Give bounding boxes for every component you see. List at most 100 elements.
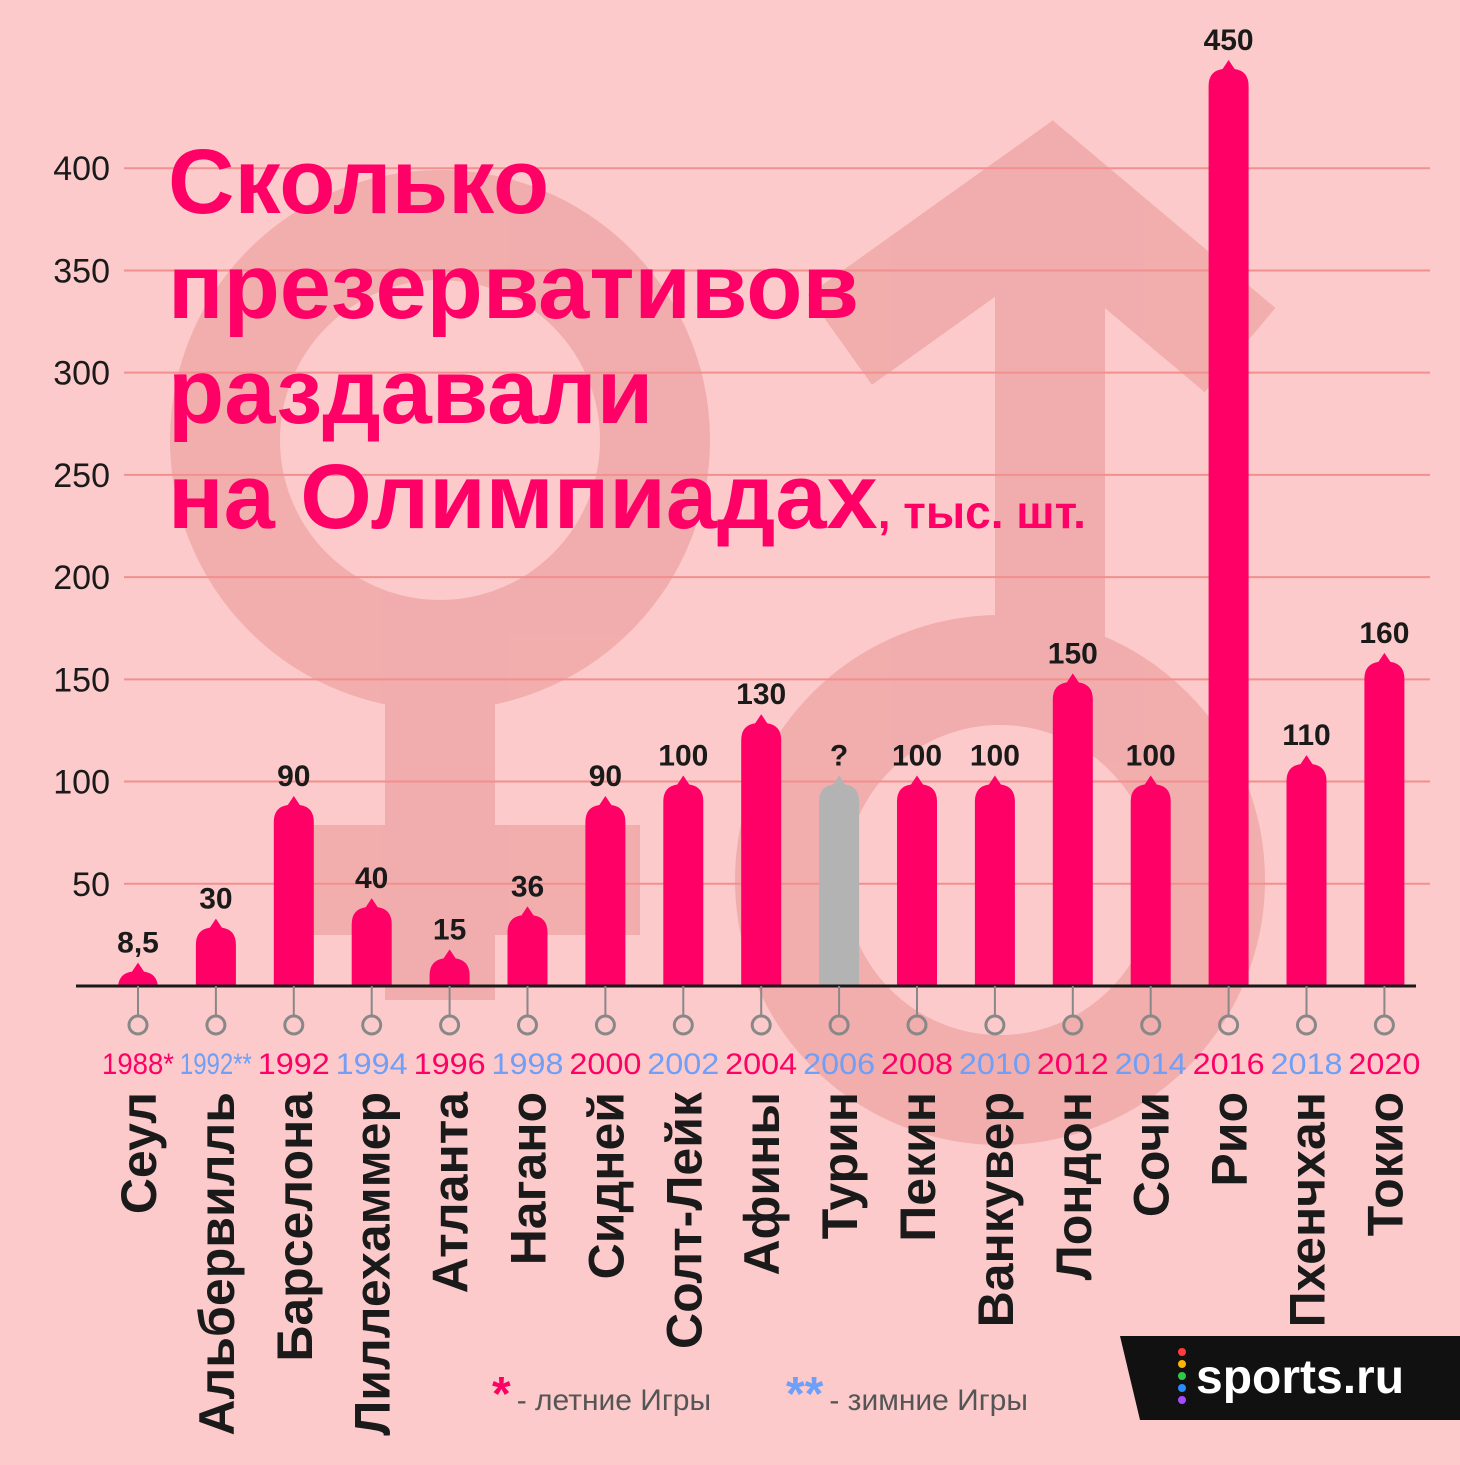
value-label: 8,5 <box>117 927 159 960</box>
city-label: Пекин <box>890 1092 946 1242</box>
city-label: Сеул <box>111 1092 167 1214</box>
year-marker-dot <box>672 1014 694 1036</box>
bar <box>1052 673 1093 986</box>
y-tick-label: 50 <box>72 866 110 904</box>
bars <box>118 60 1405 989</box>
bar <box>585 796 626 986</box>
bar <box>819 775 860 986</box>
year-label: 1998 <box>492 1048 564 1081</box>
year-label: 2002 <box>647 1048 719 1081</box>
year-marker-dot <box>361 1014 383 1036</box>
city-label: Солт-Лейк <box>656 1091 712 1349</box>
year-label: 2012 <box>1037 1048 1109 1081</box>
city-label: Лиллехаммер <box>345 1092 401 1436</box>
city-label: Лондон <box>1046 1092 1102 1280</box>
value-label: 40 <box>355 862 388 895</box>
gender-symbols-watermark <box>170 120 1276 1145</box>
legend-summer-label: - летние Игры <box>517 1384 711 1417</box>
year-marker-dot <box>750 1014 772 1036</box>
title-line-2: презервативов <box>168 236 859 338</box>
bar <box>1208 60 1249 986</box>
city-label: Рио <box>1202 1092 1258 1187</box>
y-tick-label: 300 <box>53 355 110 393</box>
year-marker-dot <box>1296 1014 1317 1036</box>
value-label: 90 <box>277 760 310 793</box>
y-tick-label: 250 <box>53 457 110 495</box>
title-line-4: на Олимпиадах, тыс. шт. <box>168 446 1086 548</box>
year-marker-dot <box>984 1014 1006 1036</box>
value-label: 110 <box>1282 719 1330 752</box>
y-tick-label: 350 <box>53 252 110 290</box>
value-label: 30 <box>199 883 232 916</box>
logo-dot-5 <box>1178 1396 1186 1404</box>
city-label: Атланта <box>423 1091 479 1294</box>
y-tick-label: 150 <box>53 661 110 699</box>
logo-dot-2 <box>1178 1360 1186 1368</box>
year-label: 2018 <box>1271 1048 1343 1081</box>
year-marker-dot <box>439 1014 461 1036</box>
year-label: 2006 <box>803 1048 875 1081</box>
year-label: 1992 <box>258 1048 330 1081</box>
year-marker-dot <box>1140 1014 1162 1036</box>
title-line-1: Сколько <box>168 131 549 233</box>
city-label: Сочи <box>1124 1092 1180 1217</box>
title-line-4-text: на Олимпиадах <box>168 446 878 548</box>
year-marker-dot <box>1373 1014 1395 1036</box>
year-markers <box>127 986 1395 1036</box>
city-label: Сидней <box>578 1092 634 1279</box>
city-label: Нагано <box>501 1092 557 1265</box>
year-label: 1992** <box>180 1048 252 1081</box>
year-marker-dot <box>906 1014 928 1036</box>
sports-ru-logo: sports.ru <box>1120 1336 1460 1420</box>
city-labels: Сеул Альбервилль Барселона Лиллехаммер Атлан… <box>111 1091 1413 1436</box>
value-label: 130 <box>736 678 786 711</box>
y-tick-label: 400 <box>53 150 110 188</box>
title-line-3: раздавали <box>168 341 653 443</box>
year-label: 2014 <box>1115 1048 1187 1081</box>
bar <box>118 962 158 989</box>
chart-title: Сколько презервативов раздавали на Олимп… <box>168 131 1086 548</box>
year-marker-dot <box>283 1014 305 1036</box>
value-label: ? <box>830 740 848 773</box>
bar <box>897 775 937 986</box>
city-label: Токио <box>1357 1092 1413 1236</box>
year-label: 1988* <box>102 1048 174 1081</box>
value-label: 450 <box>1204 24 1254 57</box>
year-marker-dot <box>205 1014 227 1036</box>
bar <box>507 906 548 986</box>
year-label: 2010 <box>959 1048 1031 1081</box>
logo-background <box>1120 1336 1460 1420</box>
logo-text: sports.ru <box>1196 1351 1404 1404</box>
legend-winter-mark: ** <box>786 1368 824 1421</box>
year-labels: 1988* 1992** 1992 1994 1996 1998 2000 2002 2004 2… <box>102 1048 1420 1081</box>
value-label: 36 <box>511 870 544 903</box>
male-symbol-arrowhead <box>808 120 1276 393</box>
legend-winter: ** - зимние Игры <box>786 1368 1028 1421</box>
bar <box>1364 652 1405 986</box>
city-label: Альбервилль <box>189 1092 245 1436</box>
value-label: 160 <box>1359 617 1409 650</box>
bar <box>429 949 470 986</box>
bar <box>1286 755 1327 986</box>
bar <box>273 796 314 986</box>
year-marker-dot <box>517 1014 538 1036</box>
year-label: 2004 <box>725 1048 797 1081</box>
y-tick-label: 100 <box>53 764 110 802</box>
year-marker-dot <box>1218 1014 1240 1036</box>
year-label: 1994 <box>336 1048 408 1081</box>
year-marker-dot <box>594 1014 616 1036</box>
bar <box>351 898 392 986</box>
bar <box>1130 775 1171 986</box>
city-label: Афины <box>734 1092 790 1276</box>
bar <box>663 775 704 986</box>
year-marker-dot <box>1062 1014 1084 1036</box>
legend-summer-mark: * <box>492 1368 511 1421</box>
year-label: 2016 <box>1193 1048 1265 1081</box>
city-label: Ванкувер <box>968 1092 1024 1327</box>
logo-dot-4 <box>1178 1384 1186 1392</box>
city-label: Турин <box>812 1092 868 1239</box>
y-tick-label: 200 <box>53 559 110 597</box>
legend-winter-label: - зимние Игры <box>829 1384 1028 1417</box>
